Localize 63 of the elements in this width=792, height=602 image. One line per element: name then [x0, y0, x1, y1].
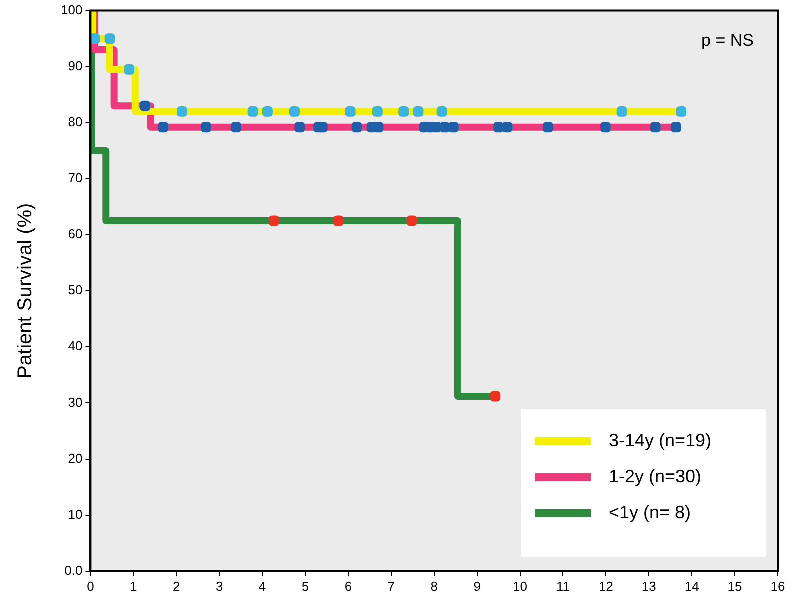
point	[158, 122, 169, 133]
y-tick-label: 60	[68, 226, 83, 242]
point	[490, 391, 501, 402]
point	[436, 106, 448, 117]
x-tick-label: 4	[258, 578, 266, 594]
point	[650, 122, 661, 133]
x-tick-label: 7	[388, 578, 396, 594]
x-tick-label: 9	[474, 578, 481, 594]
point	[90, 34, 100, 44]
y-tick-label: 90	[68, 58, 83, 74]
x-tick-label: 16	[770, 578, 786, 594]
legend-label: <1y (n= 8)	[609, 502, 692, 522]
y-tick-label: 40	[68, 338, 83, 354]
x-tick-label: 0	[87, 578, 94, 594]
y-tick-label: 70	[68, 170, 83, 186]
point	[616, 106, 628, 117]
point	[352, 122, 362, 133]
point	[124, 64, 135, 75]
x-tick-label: 2	[172, 578, 180, 594]
x-tick-label: 15	[728, 578, 742, 594]
x-tick-label: 13	[642, 578, 656, 594]
y-tick-label: 50	[68, 282, 83, 298]
legend-label: 3-14y (n=19)	[609, 430, 712, 450]
x-tick-label: 11	[556, 578, 570, 594]
legend-label: 1-2y (n=30)	[609, 466, 702, 486]
point	[262, 106, 273, 117]
point	[345, 106, 356, 117]
point	[248, 106, 258, 117]
y-tick-label: 0.0	[64, 562, 83, 578]
y-tick-label: 100	[60, 2, 83, 18]
point	[448, 122, 459, 133]
x-tick-label: 14	[684, 578, 700, 594]
x-tick-label: 8	[430, 578, 438, 594]
point	[268, 216, 280, 226]
y-tick-label: 80	[68, 114, 83, 130]
point	[676, 106, 687, 117]
x-tick-label: 5	[302, 578, 310, 594]
point	[600, 122, 611, 133]
point	[542, 122, 554, 133]
point	[398, 106, 410, 117]
y-tick-label: 30	[68, 394, 83, 410]
y-axis-title: Patient Survival (%)	[14, 203, 37, 379]
point	[176, 106, 188, 117]
x-tick-label: 10	[513, 578, 528, 594]
point	[502, 122, 513, 133]
point	[231, 122, 242, 133]
x-tick-label: 6	[344, 578, 352, 594]
point	[670, 122, 682, 133]
point	[294, 122, 306, 133]
x-tick-label: 1	[130, 578, 138, 594]
x-tick-label: 12	[598, 578, 614, 594]
point	[406, 216, 418, 226]
annotation: p = NS	[702, 30, 754, 50]
point	[104, 34, 116, 44]
point	[290, 106, 300, 117]
y-tick-label: 10	[68, 506, 83, 522]
point	[201, 122, 212, 133]
point	[413, 106, 424, 117]
y-tick-label: 20	[68, 450, 83, 466]
point	[140, 100, 150, 112]
x-tick-label: 3	[216, 578, 224, 594]
point	[333, 216, 344, 226]
point	[372, 106, 383, 117]
